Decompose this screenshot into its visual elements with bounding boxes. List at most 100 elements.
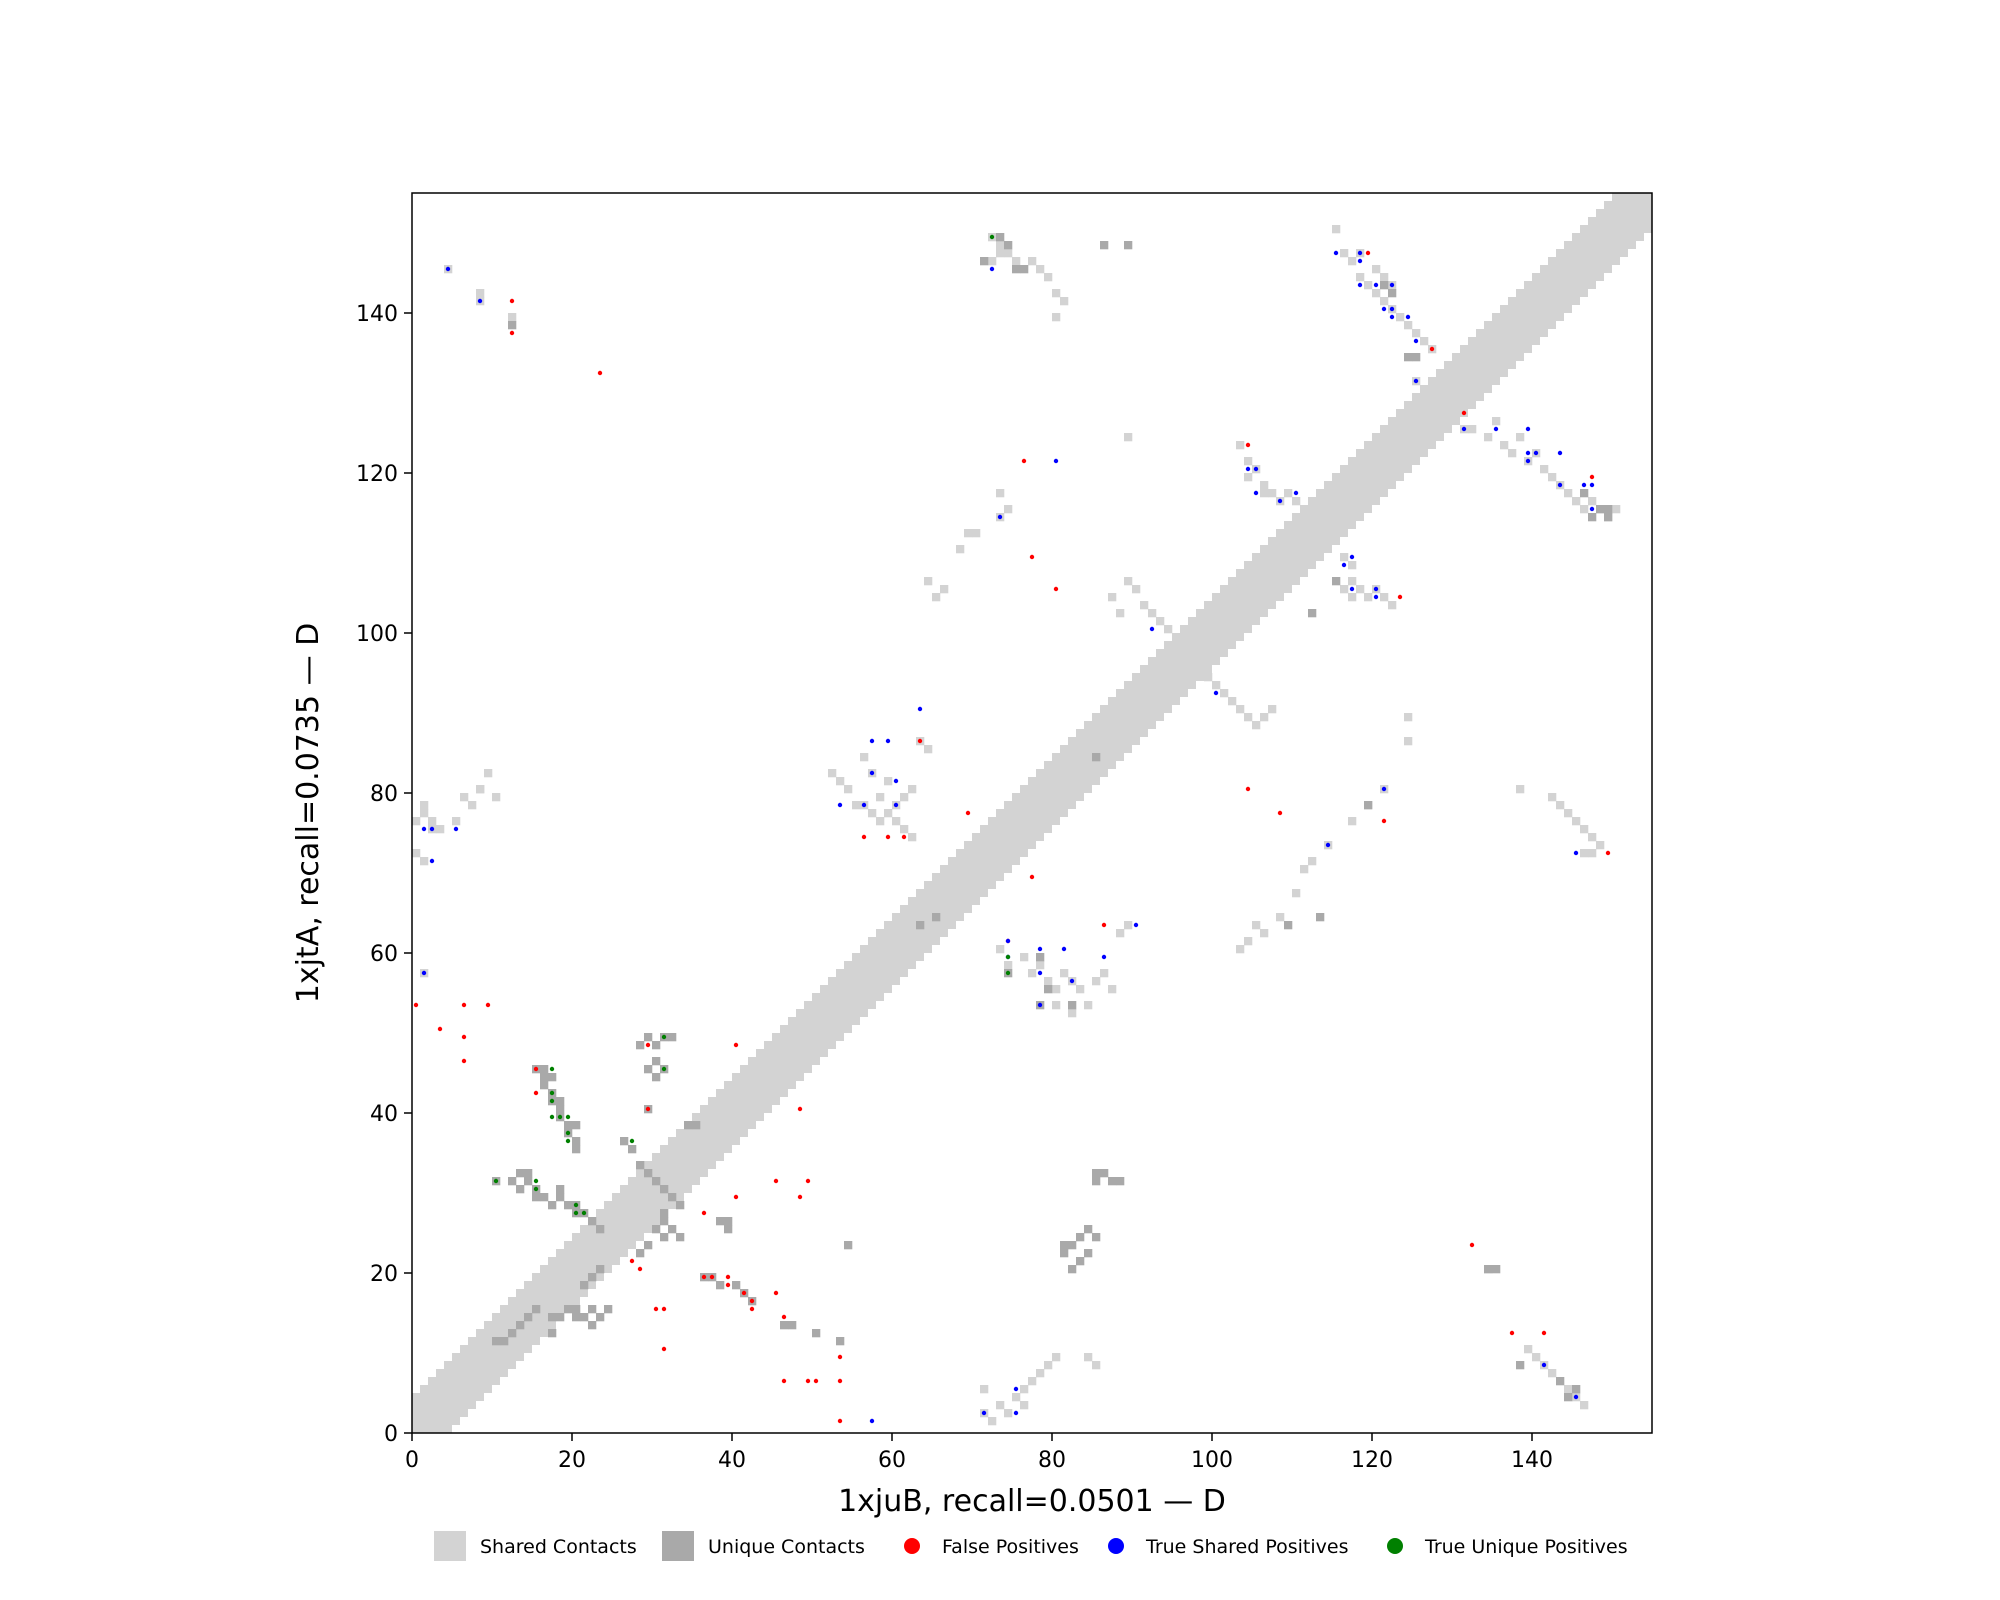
diagonal-cell xyxy=(668,1137,676,1209)
true-unique-positive-point xyxy=(581,1210,587,1216)
shared-contact-cell xyxy=(1092,977,1101,986)
unique-contact-cell xyxy=(524,1313,533,1322)
false-positive-point xyxy=(533,1090,539,1096)
false-positive-point xyxy=(1605,850,1611,856)
true-shared-positive-point xyxy=(1525,458,1531,464)
diagonal-cell xyxy=(1580,225,1588,297)
unique-contact-cell xyxy=(556,1313,565,1322)
diagonal-cell xyxy=(956,849,964,921)
diagonal-cell xyxy=(1060,745,1068,817)
false-positive-point-layer xyxy=(413,250,1611,1424)
unique-contact-cell xyxy=(1076,1257,1085,1266)
shared-contact-cell xyxy=(1052,985,1061,994)
false-positive-point xyxy=(773,1178,779,1184)
shared-contact-cell xyxy=(1348,561,1357,570)
diagonal-cell xyxy=(748,1057,756,1129)
diagonal-cell xyxy=(724,1081,732,1153)
unique-contact-cell xyxy=(668,1225,677,1234)
shared-contact-cell xyxy=(972,529,981,538)
true-shared-positive-point xyxy=(1245,466,1251,472)
diagonal-cell xyxy=(884,921,892,993)
false-positive-point xyxy=(733,1194,739,1200)
false-positive-point xyxy=(837,1378,843,1384)
diagonal-cell xyxy=(1364,441,1372,513)
diagonal-cell xyxy=(1476,329,1484,401)
shared-contact-cell xyxy=(1148,609,1157,618)
shared-contact-cell xyxy=(1468,425,1477,434)
true-shared-positive-point xyxy=(1253,466,1259,472)
true-unique-positive-point xyxy=(557,1114,563,1120)
true-shared-positive-point xyxy=(869,770,875,776)
legend-label: True Unique Positives xyxy=(1424,1536,1628,1558)
unique-contact-cell xyxy=(588,1321,597,1330)
diagonal-cell xyxy=(1588,217,1596,289)
legend-label: Unique Contacts xyxy=(708,1536,865,1558)
shared-contact-cell xyxy=(1052,1353,1061,1362)
shared-contact-cell xyxy=(1412,329,1421,338)
false-positive-point xyxy=(1029,554,1035,560)
shared-contact-cell xyxy=(1124,921,1133,930)
shared-contact-cell xyxy=(1572,497,1581,506)
shared-contact-cell xyxy=(1084,1001,1093,1010)
unique-contact-cell xyxy=(1116,1177,1125,1186)
shared-contact-cell xyxy=(1372,265,1381,274)
diagonal-cell xyxy=(444,1361,452,1433)
true-unique-positive-point xyxy=(1005,954,1011,960)
diagonal-cell xyxy=(1372,433,1380,505)
shared-contact-cell xyxy=(492,793,501,802)
diagonal-cell xyxy=(1164,641,1172,713)
false-positive-point xyxy=(1509,1330,1515,1336)
unique-contact-cell xyxy=(716,1217,725,1226)
true-shared-positive-point xyxy=(1333,250,1339,256)
unique-contact-cell xyxy=(548,1073,557,1082)
shared-contact-cell xyxy=(1404,713,1413,722)
diagonal-cell xyxy=(1212,593,1220,665)
diagonal-cell xyxy=(596,1209,604,1281)
diagonal-cell xyxy=(452,1353,460,1425)
diagonal-cell xyxy=(1004,801,1012,873)
unique-contact-cell xyxy=(516,1169,525,1178)
false-positive-point xyxy=(509,298,515,304)
shared-contact-cell xyxy=(988,257,997,266)
diagonal-cell xyxy=(1204,601,1212,673)
unique-contact-cell xyxy=(500,1337,509,1346)
diagonal-cell xyxy=(1308,497,1316,569)
diagonal-cell xyxy=(1236,569,1244,641)
shared-contact-cell xyxy=(1348,593,1357,602)
true-shared-positive-point xyxy=(1357,258,1363,264)
diagonal-cell xyxy=(1284,521,1292,593)
shared-contact-cell xyxy=(1348,257,1357,266)
diagonal-cell xyxy=(1300,505,1308,577)
true-unique-positive-point xyxy=(661,1066,667,1072)
diagonal-cell xyxy=(876,929,884,1001)
true-shared-positive-point xyxy=(861,802,867,808)
true-shared-positive-point xyxy=(421,826,427,832)
shared-contact-cell xyxy=(1236,705,1245,714)
shared-contact-cell xyxy=(1116,929,1125,938)
shared-contact-cell xyxy=(1028,257,1037,266)
shared-contact-cell xyxy=(1020,1401,1029,1410)
shared-contact-cell xyxy=(900,793,909,802)
diagonal-cell xyxy=(1404,401,1412,473)
true-shared-positive-point xyxy=(885,738,891,744)
diagonal-cell xyxy=(1276,529,1284,601)
false-positive-point xyxy=(661,1306,667,1312)
false-positive-point xyxy=(797,1194,803,1200)
true-shared-positive-point xyxy=(1493,426,1499,432)
diagonal-cell xyxy=(932,873,940,945)
diagonal-cell xyxy=(428,1377,436,1433)
diagonal-cell xyxy=(836,969,844,1041)
diagonal-cell xyxy=(1020,785,1028,857)
shared-contact-cell xyxy=(1572,817,1581,826)
unique-contact-cell xyxy=(524,1169,533,1178)
x-tick-label: 140 xyxy=(1511,1448,1553,1473)
unique-contact-cell xyxy=(724,1225,733,1234)
shared-contact-cell xyxy=(1596,841,1605,850)
shared-contact-cell xyxy=(1292,889,1301,898)
x-axis-label: 1xjuB, recall=0.0501 — D xyxy=(838,1484,1226,1519)
false-positive-point xyxy=(1245,442,1251,448)
unique-contact-cell xyxy=(652,1041,661,1050)
false-positive-point xyxy=(485,1002,491,1008)
unique-contact-cell xyxy=(564,1305,573,1314)
shared-contact-cell xyxy=(1244,473,1253,482)
